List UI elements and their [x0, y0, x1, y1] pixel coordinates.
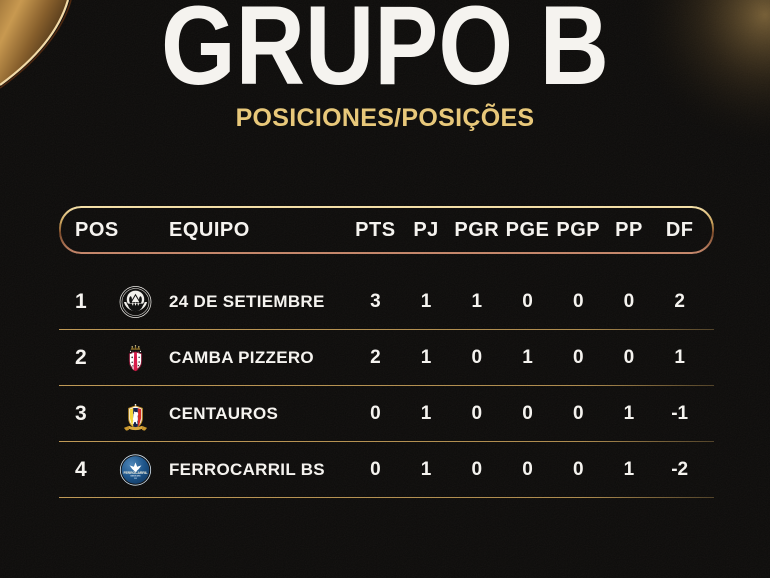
svg-text:FERROCARRIL: FERROCARRIL — [123, 470, 147, 474]
